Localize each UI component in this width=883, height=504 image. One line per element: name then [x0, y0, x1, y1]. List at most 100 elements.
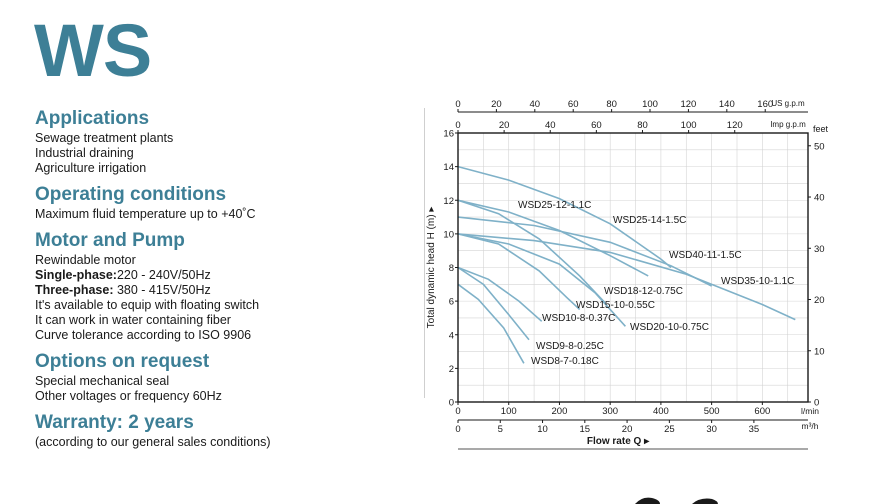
curve-line	[457, 199, 649, 277]
x-lmin-tick-label: 600	[754, 406, 770, 417]
x-lmin-unit: l/min	[801, 406, 819, 416]
feet-tick-label: 10	[814, 346, 825, 357]
x-impgpm-tick-label: 20	[499, 120, 510, 131]
motor-line: Rewindable motor	[35, 253, 136, 267]
curve-line	[457, 266, 530, 341]
y-tick-label: 16	[443, 129, 454, 140]
curve-label: WSD40-11-1.5C	[669, 250, 742, 261]
warranty-title: Warranty: 2 years	[35, 412, 194, 433]
y-tick-label: 14	[443, 162, 454, 173]
x-usgpm-unit: US g.p.m	[771, 99, 805, 108]
y-tick-label: 6	[449, 297, 454, 308]
single-phase-line: Single-phase:220 - 240V/50Hz	[35, 268, 415, 283]
x-axis-label: Flow rate Q ▸	[587, 436, 650, 447]
x-usgpm-tick-label: 80	[606, 99, 617, 110]
x-lmin-tick-label: 100	[501, 406, 517, 417]
x-usgpm-tick-label: 120	[680, 99, 696, 110]
page-edge-graphic	[635, 497, 718, 504]
options-title: Options on request	[35, 351, 210, 372]
curve-label: WSD35-10-1.1C	[721, 276, 794, 287]
y-tick-label: 2	[449, 364, 454, 375]
x-impgpm-tick-label: 120	[727, 120, 743, 131]
applications-line: Agriculture irrigation	[35, 161, 147, 175]
motor-section: Motor and Pump Rewindable motor Single-p…	[35, 230, 415, 343]
motor-line: It's available to equip with floating sw…	[35, 298, 260, 312]
curve-labels: WSD25-12-1.1C WSD25-14-1.5C WSD40-11-1.5C W…	[518, 200, 794, 367]
x-lmin-tick-label: 200	[552, 406, 568, 417]
applications-line: Sewage treatment plants	[35, 131, 174, 145]
options-section: Options on request Special mechanical se…	[35, 351, 415, 404]
curve-label: WSD9-8-0.25C	[536, 341, 604, 352]
feet-tick-label: 40	[814, 193, 825, 204]
applications-title: Applications	[35, 108, 150, 129]
curve-line	[457, 233, 581, 311]
x-usgpm-tick-label: 160	[757, 99, 773, 110]
operating-section: Operating conditions Maximum fluid tempe…	[35, 184, 415, 222]
x-m3h-tick-label: 35	[749, 424, 760, 435]
x-impgpm-tick-label: 60	[591, 120, 602, 131]
warranty-note: (according to our general sales conditio…	[35, 435, 271, 449]
x-m3h-tick-label: 30	[706, 424, 717, 435]
curve-line	[457, 266, 543, 322]
warranty-section: Warranty: 2 years (according to our gene…	[35, 412, 415, 450]
pump-curve-chart: WSD25-12-1.1C WSD25-14-1.5C WSD40-11-1.5C W…	[426, 99, 829, 450]
operating-title: Operating conditions	[35, 184, 227, 205]
y-tick-label: 8	[449, 263, 454, 274]
curve-line	[457, 199, 606, 304]
x-m3h-tick-label: 0	[455, 424, 460, 435]
y-axis-label: Total dynamic head H (m) ▸	[426, 207, 437, 329]
x-lmin-tick-label: 500	[704, 406, 720, 417]
options-line: Other voltages or frequency 60Hz	[35, 389, 222, 403]
curve-label: WSD8-7-0.18C	[531, 356, 599, 367]
chart-axes: 0 2 4 6 8 10 12 14 16 Total dynamic head H (m) ▸ 0…	[426, 99, 829, 450]
x-usgpm-tick-label: 20	[491, 99, 502, 110]
x-m3h-tick-label: 20	[622, 424, 633, 435]
spec-column: Applications Sewage treatment plants Ind…	[35, 108, 415, 458]
y-tick-label: 10	[443, 229, 454, 240]
curve-label: WSD25-14-1.5C	[613, 215, 686, 226]
feet-unit: feet	[813, 124, 829, 134]
x-impgpm-tick-label: 80	[637, 120, 648, 131]
y-tick-label: 0	[449, 398, 454, 409]
x-m3h-unit: m³/h	[802, 421, 819, 431]
x-m3h-tick-label: 5	[498, 424, 503, 435]
options-line: Special mechanical seal	[35, 374, 170, 388]
curve-label: WSD10-8-0.37C	[542, 313, 615, 324]
single-phase-value: 220 - 240V/50Hz	[116, 268, 211, 282]
x-usgpm-tick-label: 100	[642, 99, 658, 110]
motor-line: It can work in water containing fiber	[35, 313, 231, 327]
curve-label: WSD18-12-0.75C	[604, 286, 683, 297]
x-lmin-tick-label: 0	[455, 406, 460, 417]
performance-curves	[457, 165, 796, 364]
curve-line	[457, 165, 672, 269]
x-usgpm-tick-label: 40	[530, 99, 541, 110]
brand-logo: WS	[34, 9, 152, 92]
curve-label: WSD20-10-0.75C	[630, 322, 709, 333]
motor-line: Curve tolerance according to ISO 9906	[35, 328, 252, 342]
x-m3h-tick-label: 15	[580, 424, 591, 435]
x-impgpm-tick-label: 100	[681, 120, 697, 131]
applications-section: Applications Sewage treatment plants Ind…	[35, 108, 415, 176]
curve-line	[457, 283, 525, 364]
x-impgpm-tick-label: 40	[545, 120, 556, 131]
column-divider	[424, 108, 425, 398]
curve-label: WSD25-12-1.1C	[518, 200, 591, 211]
feet-tick-label: 50	[814, 141, 825, 152]
curve-line	[457, 233, 796, 321]
three-phase-value: 380 - 415V/50Hz	[113, 283, 211, 297]
three-phase-line: Three-phase: 380 - 415V/50Hz	[35, 283, 415, 298]
x-impgpm-unit: Imp g.p.m	[770, 120, 806, 129]
x-m3h-tick-label: 10	[537, 424, 548, 435]
feet-tick-label: 20	[814, 295, 825, 306]
curve-line	[457, 233, 626, 327]
x-impgpm-tick-label: 0	[455, 120, 460, 131]
curve-label: WSD15-10-0.55C	[576, 300, 655, 311]
x-usgpm-tick-label: 60	[568, 99, 579, 110]
three-phase-label: Three-phase:	[35, 283, 114, 297]
x-usgpm-tick-label: 0	[455, 99, 460, 110]
x-usgpm-tick-label: 140	[719, 99, 735, 110]
applications-line: Industrial draining	[35, 146, 134, 160]
x-lmin-tick-label: 300	[602, 406, 618, 417]
x-m3h-tick-label: 25	[664, 424, 675, 435]
single-phase-label: Single-phase:	[35, 268, 117, 282]
